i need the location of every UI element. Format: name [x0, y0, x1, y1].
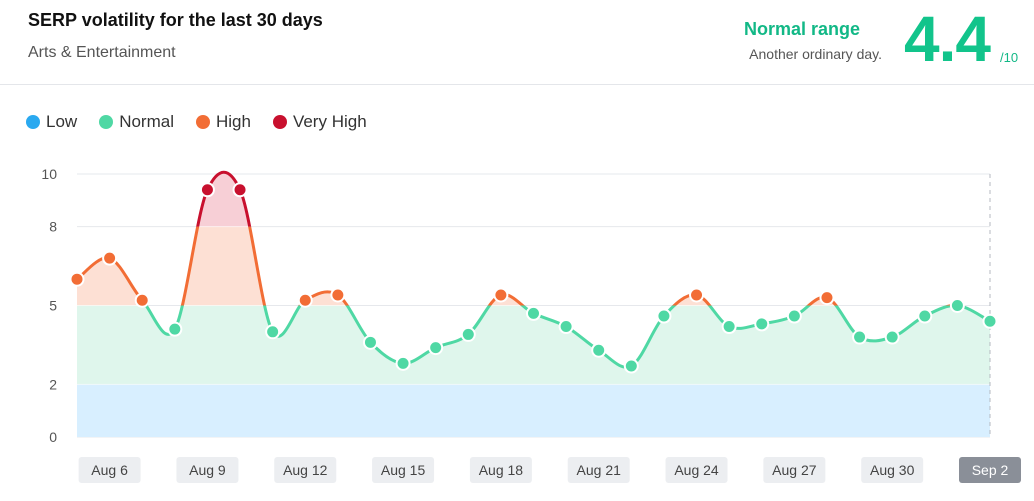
legend-dot-very-high — [272, 115, 287, 129]
data-point — [884, 329, 900, 345]
band-high — [77, 226, 990, 306]
y-tick-label: 0 — [49, 429, 57, 445]
header: SERP volatility for the last 30 days Art… — [0, 0, 1034, 85]
x-tick-label: Aug 24 — [674, 462, 719, 478]
range-description: Another ordinary day. — [749, 46, 882, 62]
data-point — [102, 250, 118, 266]
x-tick-selected-bg — [959, 457, 1021, 483]
legend: Low Normal High Very High — [26, 112, 367, 132]
y-tick-label: 8 — [49, 219, 57, 235]
data-point — [689, 287, 705, 303]
x-tick-label: Aug 12 — [283, 462, 328, 478]
legend-label-normal: Normal — [119, 112, 174, 131]
legend-item-normal[interactable]: Normal — [99, 112, 174, 132]
data-point — [819, 290, 835, 306]
legend-dot-high — [195, 115, 210, 129]
legend-label-high: High — [215, 112, 251, 131]
data-point — [297, 292, 313, 308]
legend-item-high[interactable]: High — [195, 112, 251, 132]
data-point — [167, 321, 183, 337]
y-tick-label: 10 — [41, 166, 57, 182]
range-label: Normal range — [743, 19, 860, 39]
data-point — [623, 358, 639, 374]
x-tick-bg — [78, 457, 141, 483]
data-point — [199, 182, 215, 198]
x-tick-label: Aug 6 — [91, 462, 128, 478]
data-point — [428, 340, 444, 356]
x-tick-label: Aug 18 — [479, 462, 524, 478]
data-point — [362, 334, 378, 350]
data-point — [949, 298, 965, 313]
band-very-high — [77, 174, 990, 227]
data-point — [754, 316, 770, 332]
x-tick-bg — [274, 457, 337, 483]
y-tick-label: 2 — [49, 376, 57, 392]
data-point — [917, 308, 933, 324]
data-point — [69, 271, 85, 287]
chart-title: SERP volatility for the last 30 days — [28, 10, 323, 30]
x-tick-label: Aug 15 — [381, 462, 426, 478]
legend-item-low[interactable]: Low — [26, 112, 77, 132]
x-tick-bg — [176, 457, 239, 483]
x-tick-bg — [567, 457, 630, 483]
x-tick-bg — [372, 457, 435, 483]
category-label: Arts & Entertainment — [28, 44, 176, 61]
x-tick-label: Aug 21 — [577, 462, 622, 478]
data-point — [493, 287, 509, 303]
x-tick-bg — [861, 457, 924, 483]
data-point — [558, 319, 574, 335]
data-point — [134, 292, 150, 308]
data-point — [852, 329, 868, 345]
x-tick-label: Sep 2 — [972, 462, 1009, 478]
band-low — [77, 384, 990, 437]
data-point — [232, 182, 248, 198]
data-point — [982, 313, 998, 329]
legend-dot-normal — [99, 115, 114, 129]
x-tick-label: Aug 27 — [772, 462, 817, 478]
volatility-score: 4.4 — [904, 3, 991, 75]
legend-dot-low — [26, 115, 40, 129]
data-point — [460, 326, 476, 342]
data-point — [265, 324, 281, 340]
x-tick-bg — [469, 457, 532, 483]
x-tick-bg — [763, 457, 826, 483]
series-line-very-high — [196, 170, 252, 227]
data-point — [721, 319, 737, 335]
x-tick-label: Aug 30 — [870, 462, 915, 478]
data-point — [591, 342, 607, 358]
legend-label-very-high: Very High — [292, 112, 367, 131]
data-point — [656, 308, 672, 324]
data-point — [395, 355, 411, 371]
x-tick-bg — [665, 457, 728, 483]
data-point — [786, 308, 802, 324]
data-point — [330, 287, 346, 303]
legend-item-very-high[interactable]: Very High — [272, 112, 367, 132]
legend-label-low: Low — [46, 112, 78, 131]
data-point — [526, 305, 541, 321]
y-tick-label: 5 — [49, 298, 57, 314]
x-tick-label: Aug 9 — [189, 462, 226, 478]
score-max: /10 — [1000, 50, 1019, 65]
